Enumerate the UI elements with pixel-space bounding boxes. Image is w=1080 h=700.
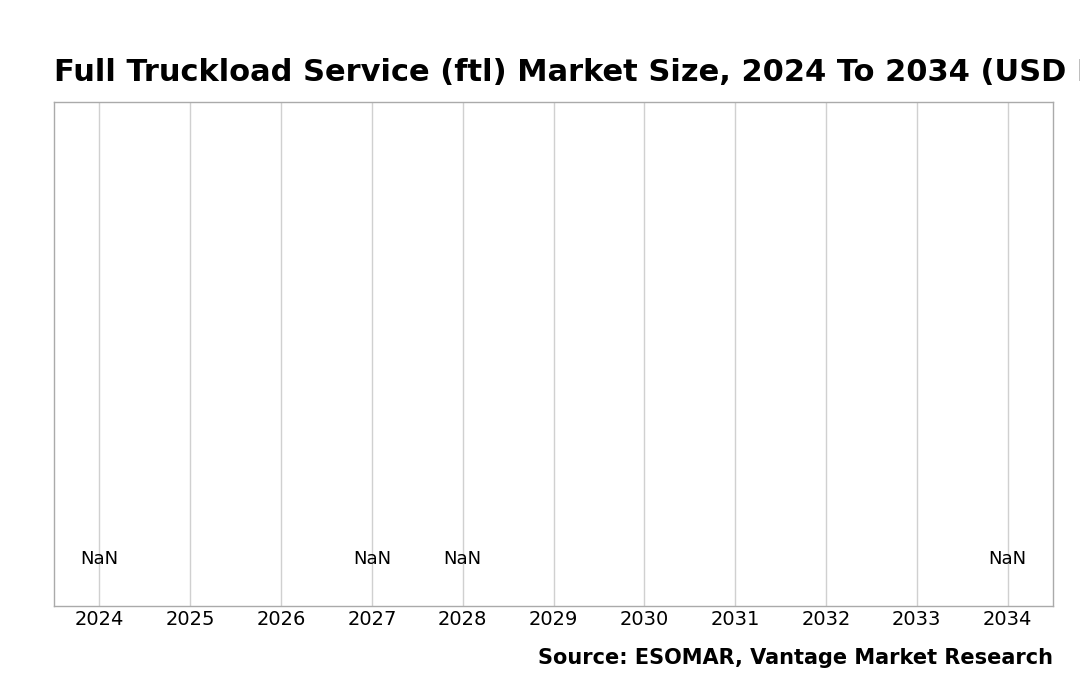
Text: NaN: NaN	[80, 550, 119, 568]
Text: NaN: NaN	[444, 550, 482, 568]
Text: NaN: NaN	[353, 550, 391, 568]
Text: Full Truckload Service (ftl) Market Size, 2024 To 2034 (USD Billion): Full Truckload Service (ftl) Market Size…	[54, 57, 1080, 87]
Text: NaN: NaN	[988, 550, 1027, 568]
Text: Source: ESOMAR, Vantage Market Research: Source: ESOMAR, Vantage Market Research	[538, 648, 1053, 668]
